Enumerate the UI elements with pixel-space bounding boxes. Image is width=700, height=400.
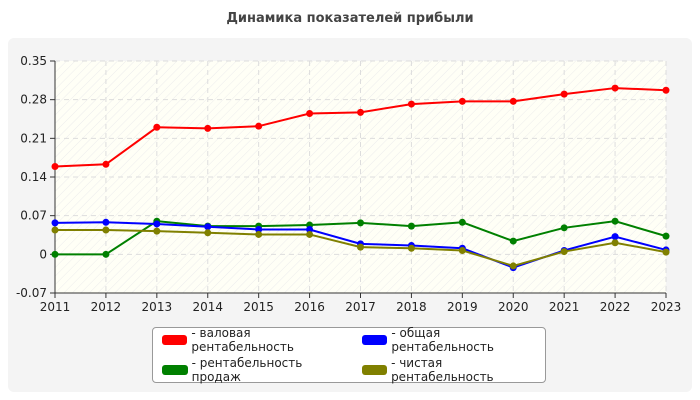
data-point	[458, 246, 466, 254]
data-point	[560, 90, 568, 98]
legend: - валовая рентабельность - общая рентабел…	[152, 326, 546, 384]
legend-swatch	[362, 335, 388, 345]
x-tick-label: 2012	[91, 300, 122, 314]
x-tick-label: 2018	[396, 300, 427, 314]
legend-swatch	[162, 365, 188, 375]
legend-label: - рентабельность продаж	[191, 356, 303, 384]
data-point	[611, 84, 619, 92]
data-point	[458, 218, 466, 226]
data-point	[407, 100, 415, 108]
data-point	[509, 97, 517, 105]
data-point	[204, 124, 212, 132]
x-tick-label: 2016	[294, 300, 325, 314]
data-point	[662, 232, 670, 240]
data-point	[51, 163, 59, 171]
y-tick-label: 0	[39, 247, 47, 261]
x-tick-label: 2020	[498, 300, 529, 314]
data-point	[560, 224, 568, 232]
y-tick-label: 0.21	[20, 131, 47, 145]
legend-swatch	[362, 365, 388, 375]
x-tick-label: 2021	[549, 300, 580, 314]
data-point	[407, 244, 415, 252]
data-point	[51, 226, 59, 234]
data-point	[611, 217, 619, 225]
chart-title: Динамика показателей прибыли	[226, 11, 474, 26]
y-tick-label: 0.07	[20, 209, 47, 223]
data-point	[357, 219, 364, 227]
x-tick-label: 2017	[345, 300, 376, 314]
legend-item: - чистая рентабельность	[353, 356, 543, 384]
legend-item: - общая рентабельность	[353, 326, 543, 354]
data-point	[662, 248, 670, 256]
data-point	[102, 250, 110, 258]
x-tick-label: 2022	[600, 300, 631, 314]
data-point	[102, 226, 110, 234]
data-point	[509, 262, 517, 270]
data-point	[255, 225, 263, 233]
data-point	[153, 123, 161, 131]
data-point	[255, 122, 263, 130]
legend-item: - рентабельность продаж	[153, 356, 353, 384]
data-point	[102, 218, 110, 226]
x-tick-label: 2023	[651, 300, 682, 314]
legend-swatch	[162, 335, 188, 345]
data-point	[306, 109, 314, 117]
data-point	[611, 239, 619, 247]
legend-label: - чистая рентабельность	[391, 356, 494, 384]
y-tick-label: 0.14	[20, 170, 47, 184]
y-tick-label: 0.28	[20, 93, 47, 107]
data-point	[51, 219, 59, 227]
x-tick-label: 2015	[243, 300, 274, 314]
data-point	[306, 230, 314, 238]
data-point	[102, 160, 110, 168]
x-tick-label: 2013	[142, 300, 173, 314]
data-point	[51, 250, 59, 258]
legend-label: - общая рентабельность	[391, 326, 494, 354]
data-point	[407, 222, 415, 230]
data-point	[204, 223, 212, 231]
data-point	[458, 97, 466, 105]
data-point	[204, 229, 212, 237]
data-point	[153, 227, 161, 235]
data-point	[560, 248, 568, 256]
data-point	[357, 243, 364, 251]
data-point	[255, 230, 263, 238]
x-tick-label: 2014	[192, 300, 223, 314]
data-point	[153, 220, 161, 228]
data-point	[306, 225, 314, 233]
data-point	[509, 237, 517, 245]
legend-item: - валовая рентабельность	[153, 326, 353, 354]
x-tick-label: 2019	[447, 300, 478, 314]
y-tick-label: -0.07	[16, 286, 47, 300]
legend-label: - валовая рентабельность	[191, 326, 294, 354]
x-tick-label: 2011	[40, 300, 71, 314]
y-tick-label: 0.35	[20, 54, 47, 68]
data-point	[357, 108, 364, 116]
data-point	[611, 233, 619, 241]
data-point	[662, 86, 670, 94]
